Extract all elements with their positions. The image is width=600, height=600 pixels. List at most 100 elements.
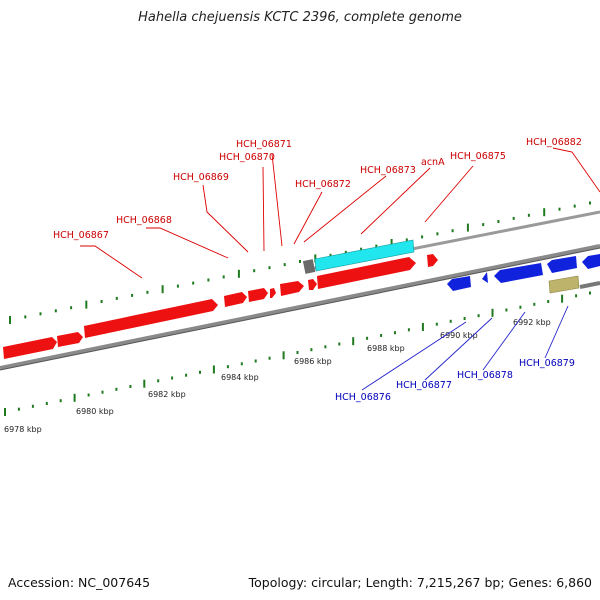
gene-arrow[interactable] bbox=[482, 272, 488, 283]
genome-summary-text: Topology: circular; Length: 7,215,267 bp… bbox=[248, 575, 592, 590]
reverse-genes bbox=[447, 254, 600, 294]
gene-arrow[interactable] bbox=[280, 281, 304, 296]
gene-arrow[interactable] bbox=[224, 292, 247, 307]
minor-tick bbox=[482, 223, 485, 227]
minor-tick bbox=[24, 315, 27, 319]
minor-tick bbox=[497, 220, 500, 223]
minor-tick bbox=[268, 266, 271, 270]
gene-label[interactable]: HCH_06872 bbox=[295, 179, 351, 190]
gene-label[interactable]: HCH_06882 bbox=[526, 137, 582, 148]
minor-tick bbox=[589, 291, 591, 295]
minor-tick bbox=[338, 342, 341, 346]
minor-tick bbox=[573, 204, 576, 208]
minor-tick bbox=[87, 393, 90, 397]
minor-tick bbox=[505, 308, 508, 312]
gene-arrow[interactable] bbox=[270, 288, 276, 298]
minor-tick bbox=[199, 370, 201, 374]
gene-label[interactable]: acnA bbox=[421, 157, 445, 168]
axis-tick-label: 6990 kbp bbox=[440, 331, 478, 340]
major-tick bbox=[561, 294, 564, 303]
gene-label[interactable]: HCH_06868 bbox=[116, 215, 172, 226]
accession-text: Accession: NC_007645 bbox=[8, 575, 151, 590]
minor-tick bbox=[527, 213, 530, 217]
minor-tick bbox=[185, 373, 188, 377]
gene-label[interactable]: HCH_06871 bbox=[236, 139, 292, 150]
axis-tick-label: 6982 kbp bbox=[148, 390, 186, 399]
minor-tick bbox=[101, 390, 104, 394]
major-tick bbox=[421, 323, 424, 331]
olive-feature[interactable] bbox=[548, 275, 580, 294]
minor-tick bbox=[463, 317, 466, 320]
major-tick bbox=[4, 408, 6, 416]
minor-tick bbox=[31, 404, 34, 408]
gene-label[interactable]: HCH_06870 bbox=[219, 152, 275, 163]
gene-label[interactable]: HCH_06867 bbox=[53, 230, 109, 241]
major-tick bbox=[466, 223, 469, 232]
gene-label[interactable]: HCH_06869 bbox=[173, 172, 229, 183]
minor-tick bbox=[131, 293, 134, 297]
minor-tick bbox=[115, 296, 118, 300]
gene-arrow[interactable] bbox=[248, 288, 268, 302]
minor-tick bbox=[268, 356, 271, 360]
major-tick bbox=[9, 316, 11, 324]
gene-label[interactable]: HCH_06873 bbox=[360, 165, 416, 176]
major-tick bbox=[390, 239, 393, 247]
gene-label[interactable]: HCH_06875 bbox=[450, 151, 506, 162]
cyan-feature[interactable] bbox=[314, 239, 415, 272]
axis-tick-label: 6986 kbp bbox=[294, 357, 332, 366]
minor-tick bbox=[421, 235, 424, 239]
major-tick bbox=[352, 337, 355, 346]
minor-tick bbox=[207, 278, 210, 282]
major-tick bbox=[212, 365, 215, 374]
minor-tick bbox=[45, 402, 48, 405]
gene-label[interactable]: HCH_06879 bbox=[519, 358, 575, 369]
major-tick bbox=[314, 254, 317, 263]
forward-genes bbox=[3, 239, 438, 359]
major-tick bbox=[85, 300, 88, 309]
gene-arrow[interactable] bbox=[84, 299, 218, 338]
minor-tick bbox=[70, 306, 73, 310]
minor-tick bbox=[477, 314, 480, 318]
major-tick bbox=[491, 308, 494, 317]
gene-arrow[interactable] bbox=[308, 279, 317, 290]
backbone-right-stub bbox=[579, 281, 600, 289]
gene-label[interactable]: HCH_06878 bbox=[457, 370, 513, 381]
backbone-shadow bbox=[0, 247, 600, 371]
minor-tick bbox=[310, 348, 313, 352]
gene-label[interactable]: HCH_06876 bbox=[335, 392, 391, 403]
minor-tick bbox=[380, 334, 383, 337]
minor-tick bbox=[171, 376, 174, 380]
tick-tracks bbox=[4, 201, 591, 416]
forward-leaders bbox=[80, 147, 600, 279]
gray-feature[interactable] bbox=[302, 259, 316, 274]
minor-tick bbox=[17, 407, 20, 411]
gene-arrow[interactable] bbox=[427, 254, 438, 267]
minor-tick bbox=[299, 260, 301, 263]
minor-tick bbox=[324, 345, 327, 349]
axis-tick-label: 6984 kbp bbox=[221, 373, 259, 382]
major-tick bbox=[73, 393, 76, 402]
gene-arrow[interactable] bbox=[317, 257, 416, 289]
minor-tick bbox=[547, 300, 550, 303]
gene-arrow[interactable] bbox=[447, 276, 471, 291]
minor-tick bbox=[254, 359, 257, 363]
minor-tick bbox=[435, 322, 438, 326]
minor-tick bbox=[375, 244, 378, 248]
gene-arrow[interactable] bbox=[494, 263, 543, 283]
minor-tick bbox=[512, 216, 515, 220]
minor-tick bbox=[115, 387, 118, 391]
gene-arrow[interactable] bbox=[547, 256, 577, 273]
reverse-gene-labels: HCH_06876 HCH_06877 HCH_06878 HCH_06879 bbox=[335, 358, 575, 403]
minor-tick bbox=[329, 253, 332, 257]
minor-tick bbox=[54, 309, 57, 313]
major-tick bbox=[282, 351, 285, 360]
gene-arrow[interactable] bbox=[3, 337, 57, 359]
minor-tick bbox=[129, 385, 132, 388]
gene-arrow[interactable] bbox=[582, 254, 600, 269]
minor-tick bbox=[360, 247, 363, 251]
axis-labels: 6978 kbp 6980 kbp 6982 kbp 6984 kbp 6986… bbox=[4, 318, 551, 434]
gene-arrow[interactable] bbox=[57, 332, 83, 347]
gene-label[interactable]: HCH_06877 bbox=[396, 380, 452, 391]
backbone-line bbox=[0, 244, 600, 370]
reverse-leaders bbox=[361, 305, 569, 391]
